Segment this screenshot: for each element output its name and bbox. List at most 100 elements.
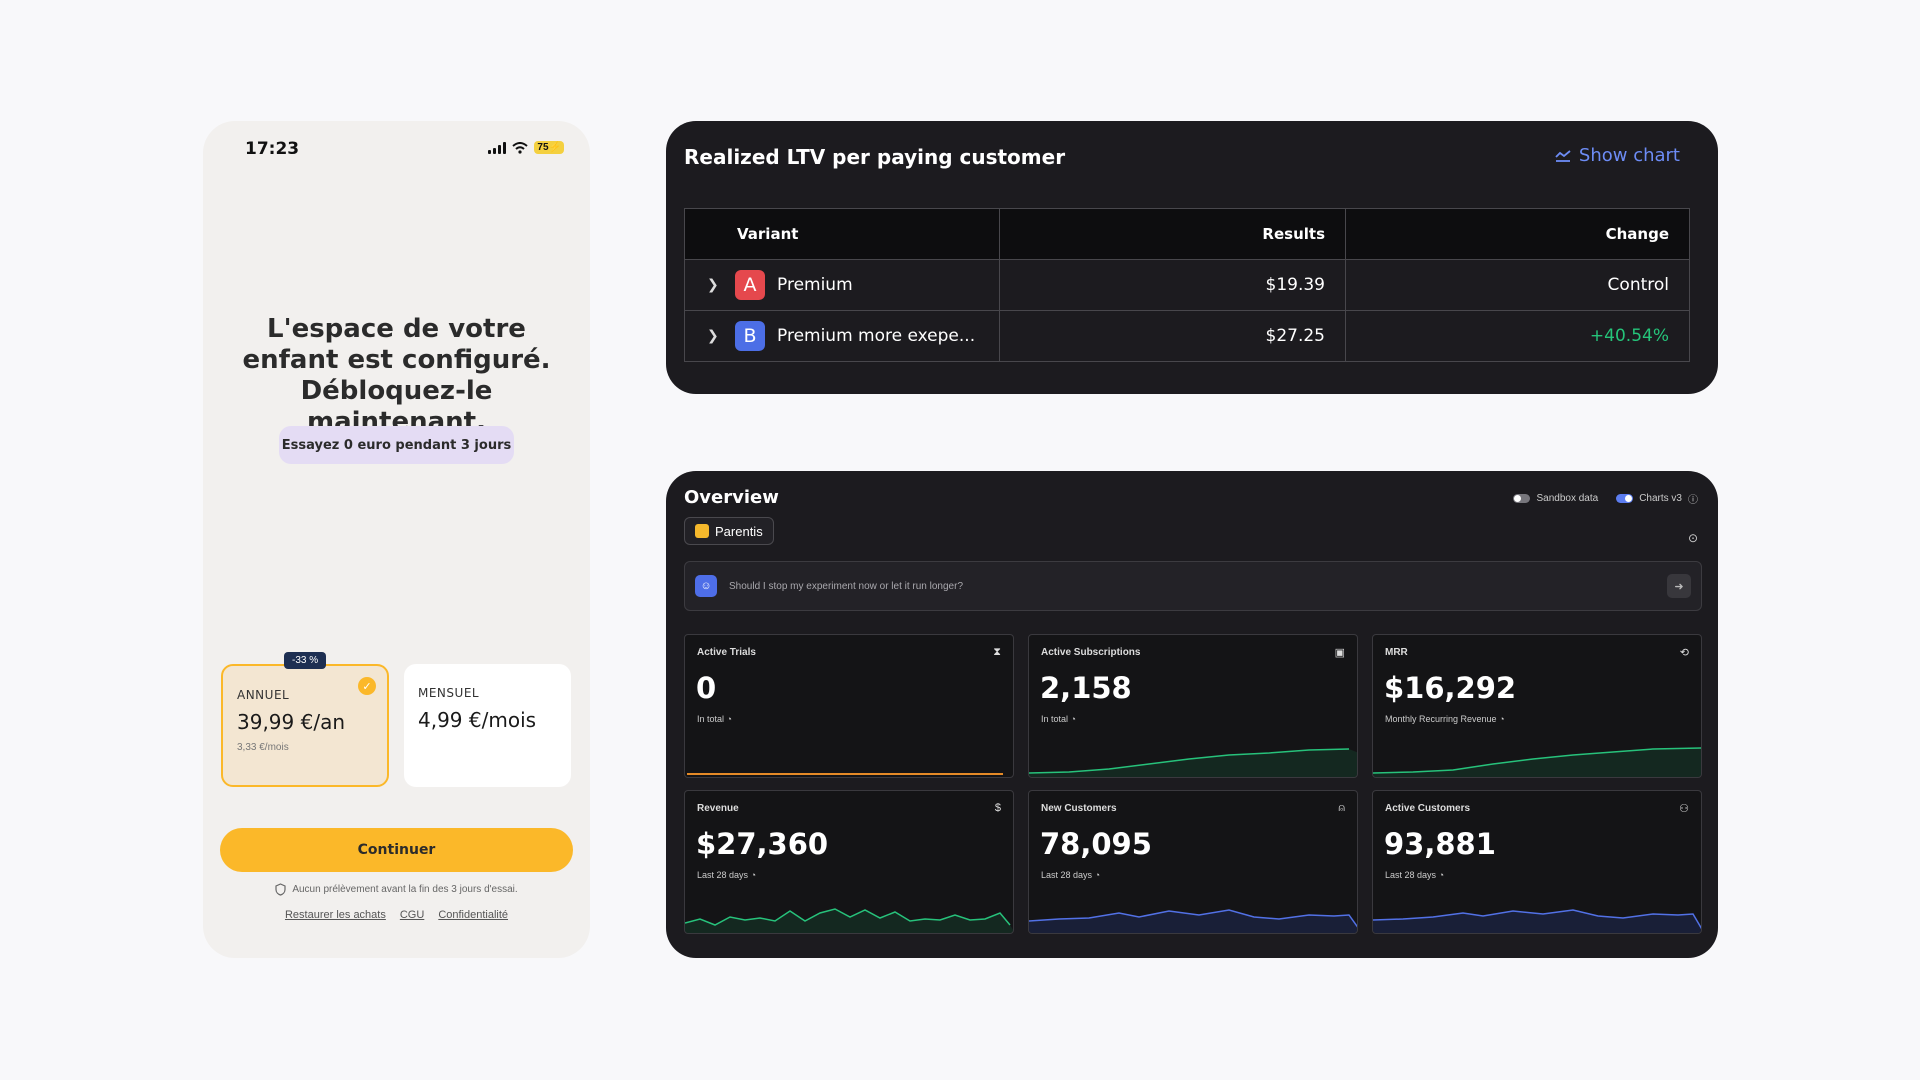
metric-value: 93,881 — [1384, 827, 1496, 861]
sparkline — [1029, 748, 1357, 777]
sparkline — [685, 908, 1013, 933]
metrics-grid: Active Trials ⧗ 0 In total ◔ Active Subs… — [684, 634, 1702, 934]
metric-card-active-customers[interactable]: Active Customers ⚇ 93,881 Last 28 days ◔ — [1372, 790, 1702, 934]
metric-label: MRR — [1385, 647, 1408, 658]
metric-card-new-customers[interactable]: New Customers ⍝ 78,095 Last 28 days ◔ — [1028, 790, 1358, 934]
wifi-icon — [512, 141, 529, 154]
col-variant: Variant — [684, 208, 1000, 260]
overview-card: Overview Sandbox data Charts v3 ⓘ Parent… — [666, 471, 1718, 958]
ltv-card: Realized LTV per paying customer Show ch… — [666, 121, 1718, 394]
show-chart-label: Show chart — [1578, 145, 1680, 166]
metric-value: 2,158 — [1040, 671, 1132, 705]
variant-name: Premium more exepe... — [777, 326, 976, 346]
metric-label: New Customers — [1041, 803, 1117, 814]
trial-pill: Essayez 0 euro pendant 3 jours — [279, 426, 514, 464]
metric-label: Revenue — [697, 803, 739, 814]
sparkline — [687, 773, 1003, 775]
plan-label: MENSUEL — [418, 686, 480, 700]
project-selector[interactable]: Parentis — [684, 517, 774, 545]
metric-card-active-subscriptions[interactable]: Active Subscriptions ▣ 2,158 In total ◔ — [1028, 634, 1358, 778]
overview-title: Overview — [684, 487, 779, 508]
toggle-label: Charts v3 — [1639, 493, 1682, 504]
paywall-headline: L'espace de votre enfant est configuré. … — [242, 314, 551, 437]
change-cell: +40.54% — [1345, 310, 1690, 362]
restore-purchases-link[interactable]: Restaurer les achats — [284, 909, 386, 921]
toggle-label: Sandbox data — [1536, 493, 1599, 504]
result-cell: $19.39 — [999, 259, 1346, 311]
billing-notice-text: Aucun prélèvement avant la fin des 3 jou… — [292, 884, 518, 895]
sparkline — [1373, 747, 1701, 777]
metric-sub: Last 28 days ◔ — [1385, 870, 1444, 880]
settings-icon[interactable]: ⊙ — [1687, 531, 1698, 545]
result-cell: $27.25 — [999, 310, 1346, 362]
plan-price: 39,99 €/an — [237, 710, 346, 734]
cgu-link[interactable]: CGU — [399, 909, 425, 921]
paywall-phone: 17:23 75⚡ L'espace de votre enfant est c… — [203, 121, 590, 958]
metric-card-mrr[interactable]: MRR ⟲ $16,292 Monthly Recurring Revenue … — [1372, 634, 1702, 778]
send-arrow-icon[interactable]: ➜ — [1667, 574, 1691, 598]
toggle-switch[interactable] — [1616, 494, 1634, 503]
change-cell: Control — [1345, 259, 1690, 311]
chevron-right-icon[interactable]: ❯ — [707, 277, 719, 293]
variant-name: Premium — [777, 275, 853, 295]
metric-card-active-trials[interactable]: Active Trials ⧗ 0 In total ◔ — [684, 634, 1014, 778]
col-change: Change — [1345, 208, 1690, 260]
footer-links: Restaurer les achats CGU Confidentialité — [203, 909, 590, 921]
plan-monthly[interactable]: MENSUEL 4,99 €/mois — [404, 664, 571, 787]
billing-notice: Aucun prélèvement avant la fin des 3 jou… — [203, 883, 590, 896]
user-icon: ⚇ — [1679, 803, 1689, 815]
calendar-icon: ▣ — [1334, 647, 1345, 659]
metric-sub: Last 28 days ◔ — [697, 870, 756, 880]
project-icon — [695, 524, 709, 538]
privacy-link[interactable]: Confidentialité — [438, 909, 509, 921]
metric-value: $16,292 — [1384, 671, 1517, 705]
metric-card-revenue[interactable]: Revenue $ $27,360 Last 28 days ◔ — [684, 790, 1014, 934]
project-name: Parentis — [715, 523, 763, 539]
sparkline — [1373, 909, 1701, 933]
sandbox-toggle[interactable]: Sandbox data — [1513, 493, 1598, 504]
chevron-right-icon[interactable]: ❯ — [707, 328, 719, 344]
chart-line-icon — [1555, 149, 1571, 162]
discount-badge: -33 % — [284, 652, 327, 669]
help-icon: ◔ — [1070, 714, 1076, 724]
user-plus-icon: ⍝ — [1338, 802, 1345, 814]
col-results: Results — [999, 208, 1346, 260]
sparkline — [1029, 909, 1357, 933]
metric-value: $27,360 — [696, 827, 829, 861]
ask-ai-input[interactable]: ☺ Should I stop my experiment now or let… — [684, 561, 1702, 611]
info-icon: ⓘ — [1688, 495, 1698, 506]
variant-cell: ❯ B Premium more exepe... — [684, 310, 1000, 362]
toggle-group: Sandbox data Charts v3 ⓘ — [1513, 491, 1698, 506]
help-icon: ◔ — [750, 870, 756, 880]
charts-v3-toggle[interactable]: Charts v3 ⓘ — [1616, 491, 1698, 506]
dollar-icon: $ — [994, 802, 1001, 814]
ai-assistant-icon: ☺ — [695, 575, 717, 597]
metric-label: Active Trials — [697, 647, 756, 658]
metric-sub: In total ◔ — [697, 714, 732, 724]
metric-label: Active Subscriptions — [1041, 647, 1141, 658]
metric-value: 0 — [696, 671, 717, 705]
metric-sub: Monthly Recurring Revenue ◔ — [1385, 714, 1505, 724]
plan-subprice: 3,33 €/mois — [237, 742, 289, 753]
variant-table: Variant Results Change ❯ A Premium $19.3… — [684, 208, 1690, 362]
show-chart-button[interactable]: Show chart — [1555, 145, 1680, 166]
metric-sub: Last 28 days ◔ — [1041, 870, 1100, 880]
table-row[interactable]: ❯ A Premium $19.39 Control — [684, 259, 1690, 311]
help-icon: ◔ — [1499, 714, 1505, 724]
continue-button[interactable]: Continuer — [220, 828, 573, 872]
plan-annual[interactable]: -33 % ✓ ANNUEL 39,99 €/an 3,33 €/mois — [221, 652, 389, 787]
plan-price: 4,99 €/mois — [418, 708, 537, 732]
plan-selector: -33 % ✓ ANNUEL 39,99 €/an 3,33 €/mois ME… — [221, 652, 572, 787]
ltv-title: Realized LTV per paying customer — [684, 145, 1066, 169]
battery-icon: 75⚡ — [534, 141, 564, 154]
toggle-switch[interactable] — [1513, 494, 1531, 503]
help-icon: ◔ — [1438, 870, 1444, 880]
status-icons: 75⚡ — [488, 141, 564, 154]
hourglass-icon: ⧗ — [993, 646, 1001, 658]
plan-label: ANNUEL — [237, 688, 290, 702]
table-header: Variant Results Change — [684, 208, 1690, 260]
ask-placeholder: Should I stop my experiment now or let i… — [729, 580, 964, 592]
variant-badge: A — [735, 270, 765, 300]
table-row[interactable]: ❯ B Premium more exepe... $27.25 +40.54% — [684, 310, 1690, 362]
help-icon: ◔ — [1094, 870, 1100, 880]
